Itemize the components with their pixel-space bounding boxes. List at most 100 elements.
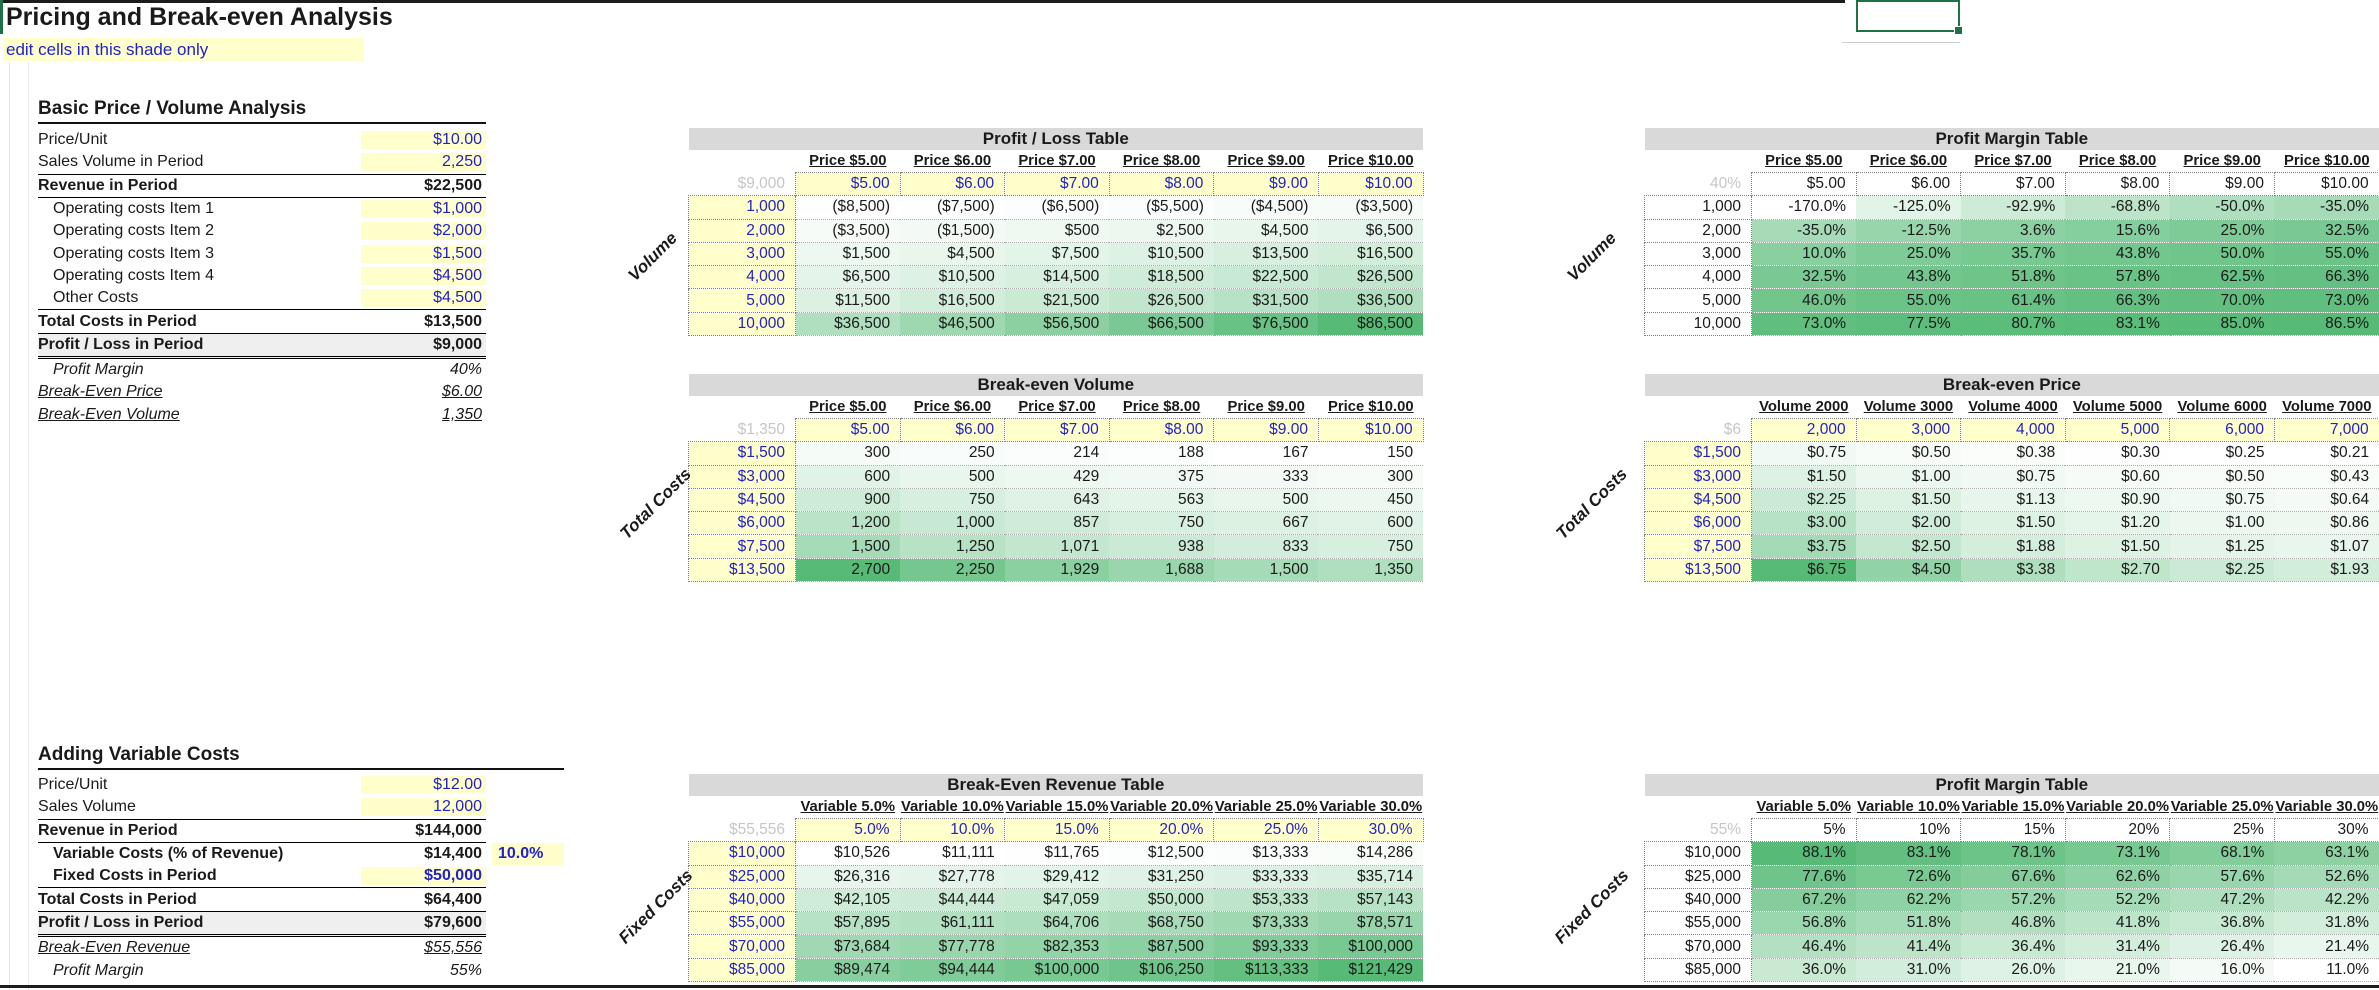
data-cell: $11,111 — [900, 841, 1005, 866]
data-cell: $1.25 — [2169, 534, 2275, 559]
data-cell: 68.1% — [2169, 841, 2275, 866]
input-cell[interactable]: $2,000 — [361, 222, 486, 241]
input-cell[interactable]: $10.00 — [1317, 417, 1424, 443]
input-cell[interactable]: 6,000 — [2169, 417, 2275, 443]
breakeven-price-table-container: Break-even Price Volume 2000 Volume 3000 Vo… — [1644, 374, 2379, 583]
row-label-cell[interactable]: 10,000 — [688, 311, 796, 337]
row-label-cell[interactable]: $7,500 — [688, 534, 796, 559]
input-cell[interactable]: $1,000 — [361, 200, 486, 219]
input-cell: 20% — [2064, 817, 2171, 843]
row-label-cell[interactable]: $1,500 — [688, 441, 796, 466]
input-cell[interactable]: 20.0% — [1108, 817, 1215, 843]
data-cell: 26.0% — [1960, 957, 2066, 983]
input-cell[interactable]: 25.0% — [1213, 817, 1319, 843]
data-cell: 500 — [900, 464, 1005, 489]
data-cell: 25.0% — [1856, 241, 1961, 267]
input-cell[interactable]: 30.0% — [1317, 817, 1424, 843]
column-header: Variable 20.0% — [2066, 799, 2169, 815]
input-cell[interactable]: $7.00 — [1004, 417, 1110, 443]
table-title: Profit / Loss Table — [688, 128, 1424, 150]
input-cell[interactable]: 5.0% — [795, 817, 901, 843]
input-cell[interactable]: $9.00 — [1213, 417, 1319, 443]
data-cell: $113,333 — [1213, 957, 1319, 983]
data-cell: 2,250 — [900, 557, 1005, 583]
input-cell[interactable]: $9.00 — [1213, 171, 1319, 197]
data-cell: $3.00 — [1751, 511, 1857, 536]
row-label-cell[interactable]: $13,500 — [688, 557, 796, 583]
input-cell[interactable]: $8.00 — [1108, 171, 1215, 197]
input-cell[interactable]: $50,000 — [361, 867, 486, 886]
row-label-cell[interactable]: $7,500 — [1644, 534, 1752, 559]
corner-ref-cell: $9,000 — [737, 174, 785, 192]
input-cell[interactable]: 3,000 — [1855, 417, 1962, 443]
row-label: Operating costs Item 4 — [53, 266, 214, 284]
column-header: Volume 2000 — [1759, 399, 1849, 415]
input-cell[interactable]: $6.00 — [899, 171, 1006, 197]
input-cell[interactable]: $7.00 — [1004, 171, 1110, 197]
row-label-cell[interactable]: 4,000 — [688, 265, 796, 290]
data-cell: 66.3% — [2065, 288, 2170, 313]
input-cell[interactable]: $10.00 — [361, 131, 486, 150]
row-label-cell[interactable]: 3,000 — [688, 241, 796, 267]
row-label-cell[interactable]: 5,000 — [688, 288, 796, 313]
data-cell: 43.8% — [1856, 265, 1961, 290]
row-label-cell[interactable]: $6,000 — [688, 511, 796, 536]
input-cell[interactable]: 15.0% — [1004, 817, 1110, 843]
data-cell: 250 — [900, 441, 1005, 466]
table-title: Profit Margin Table — [1644, 774, 2379, 796]
axis-label-volume: Volume — [1563, 228, 1620, 285]
input-cell[interactable]: 7,000 — [2273, 417, 2379, 443]
row-label-cell[interactable]: $70,000 — [688, 934, 796, 959]
data-cell: -12.5% — [1856, 218, 1961, 243]
input-cell[interactable]: 12,000 — [361, 798, 486, 817]
row-label: Price/Unit — [38, 131, 108, 149]
row-label-cell[interactable]: $13,500 — [1644, 557, 1752, 583]
data-cell: $78,571 — [1318, 911, 1424, 936]
input-cell[interactable]: $6.00 — [899, 417, 1006, 443]
basic-analysis-panel: Price/Unit $10.00 Sales Volume in Period 2,… — [38, 129, 486, 426]
input-cell[interactable]: 2,250 — [361, 153, 486, 172]
input-cell[interactable]: $5.00 — [795, 417, 901, 443]
input-cell: 30% — [2273, 817, 2379, 843]
data-cell: $57,143 — [1318, 887, 1424, 913]
row-label-cell[interactable]: $3,000 — [688, 464, 796, 489]
data-cell: $26,500 — [1318, 265, 1424, 290]
row-label-cell[interactable]: $55,000 — [688, 911, 796, 936]
input-cell[interactable]: $8.00 — [1108, 417, 1215, 443]
input-cell[interactable]: 4,000 — [1960, 417, 2066, 443]
data-cell: -35.0% — [1751, 218, 1857, 243]
panel-row: Price/Unit $10.00 — [38, 129, 486, 151]
input-cell[interactable]: $4,500 — [361, 266, 486, 285]
row-label-cell[interactable]: $3,000 — [1644, 464, 1752, 489]
row-label-cell[interactable]: 1,000 — [688, 195, 796, 220]
variable-costs-panel: Price/Unit $12.00 Sales Volume 12,000 Revenu… — [38, 774, 564, 982]
row-label-cell[interactable]: $4,500 — [688, 487, 796, 513]
data-cell: 57.2% — [1960, 887, 2066, 913]
row-value: $14,400 — [424, 845, 482, 863]
cell-border-line — [1842, 42, 1960, 43]
row-label-cell[interactable]: $40,000 — [688, 887, 796, 913]
input-cell[interactable]: 10.0% — [899, 817, 1006, 843]
row-label-cell[interactable]: $6,000 — [1644, 511, 1752, 536]
selected-cell-indicator[interactable] — [1856, 0, 1963, 35]
data-cell: 55.0% — [2274, 241, 2379, 267]
input-cell[interactable]: 5,000 — [2064, 417, 2171, 443]
input-cell[interactable]: 2,000 — [1751, 417, 1857, 443]
input-cell[interactable]: $5.00 — [795, 171, 901, 197]
input-cell[interactable]: $12.00 — [361, 776, 486, 795]
input-cell[interactable]: $4,500 — [361, 289, 486, 308]
row-label-cell[interactable]: $4,500 — [1644, 487, 1752, 513]
panel-row: Break-Even Volume 1,350 — [38, 404, 486, 426]
data-cell: 78.1% — [1960, 841, 2066, 866]
row-value: 40% — [449, 361, 482, 379]
row-label-cell[interactable]: 2,000 — [688, 218, 796, 243]
panel-row: Profit / Loss in Period $9,000 — [38, 333, 486, 359]
row-label-cell[interactable]: $25,000 — [688, 864, 796, 889]
input-cell[interactable]: $1,500 — [361, 244, 486, 263]
row-label-cell[interactable]: $1,500 — [1644, 441, 1752, 466]
input-cell[interactable]: $10.00 — [1317, 171, 1424, 197]
input-cell[interactable]: 10.0% — [492, 842, 564, 866]
row-label-cell[interactable]: $85,000 — [688, 957, 796, 983]
data-cell: 57.6% — [2169, 864, 2275, 889]
row-label-cell[interactable]: $10,000 — [688, 841, 796, 866]
